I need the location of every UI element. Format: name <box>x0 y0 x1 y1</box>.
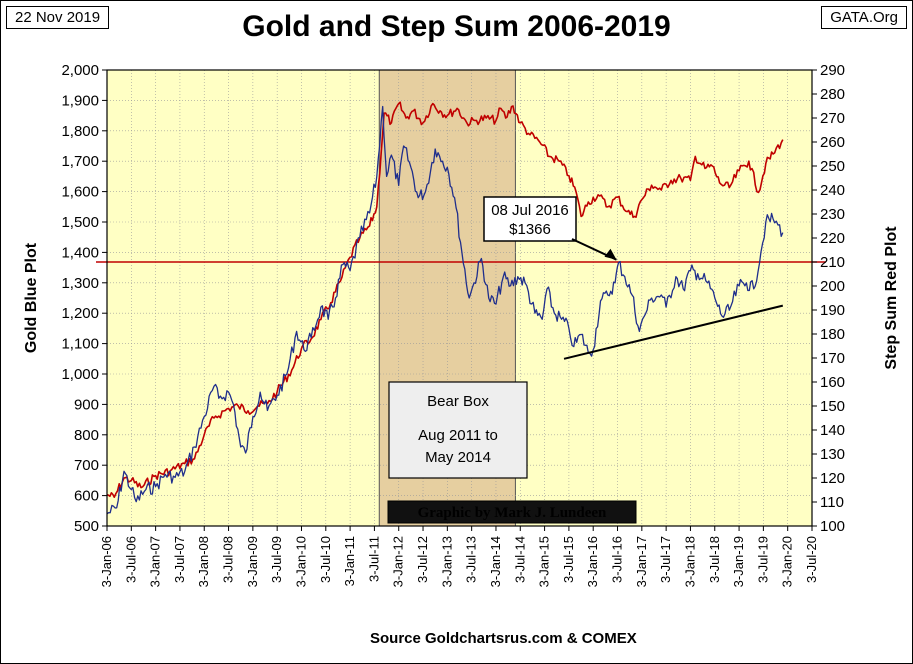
series-group <box>96 101 826 515</box>
y-tick-label-left: 1,600 <box>61 184 99 201</box>
y-tick-label-left: 800 <box>74 427 99 444</box>
x-tick-label: 3-Jan-06 <box>99 536 114 587</box>
x-tick-label: 3-Jan-10 <box>293 536 308 587</box>
credit-text: Graphic by Mark J. Lundeen <box>418 505 607 521</box>
y-tick-label-right: 130 <box>820 446 845 463</box>
y-tick-label-left: 900 <box>74 396 99 413</box>
x-tick-label: 3-Jul-10 <box>318 536 333 583</box>
x-tick-label: 3-Jan-08 <box>196 536 211 587</box>
x-tick-label: 3-Jul-18 <box>707 536 722 583</box>
x-tick-label: 3-Jul-19 <box>755 536 770 583</box>
y-tick-label-right: 100 <box>820 518 845 535</box>
y-tick-label-left: 2,000 <box>61 62 99 79</box>
bear-box-range-start: Aug 2011 to <box>418 427 498 444</box>
y-tick-label-right: 120 <box>820 470 845 487</box>
y-tick-label-left: 500 <box>74 518 99 535</box>
y-tick-label-right: 110 <box>820 494 844 511</box>
x-tick-label: 3-Jan-15 <box>537 536 552 587</box>
x-tick-label: 3-Jul-06 <box>123 536 138 583</box>
y-tick-label-right: 230 <box>820 206 845 223</box>
callout-date: 08 Jul 2016 <box>491 202 569 219</box>
callout-price: $1366 <box>509 221 551 238</box>
y-axis-title-left: Gold Blue Plot <box>23 242 40 353</box>
x-tick-label: 3-Jul-07 <box>172 536 187 583</box>
y-tick-label-left: 1,700 <box>61 153 99 170</box>
y-tick-label-right: 180 <box>820 326 845 343</box>
x-tick-label: 3-Jan-18 <box>682 536 697 587</box>
y-tick-label-left: 1,200 <box>61 305 99 322</box>
x-tick-label: 3-Jul-09 <box>269 536 284 583</box>
y-tick-label-right: 140 <box>820 422 845 439</box>
y-tick-label-left: 1,000 <box>61 366 99 383</box>
site-label: GATA.Org <box>821 6 907 29</box>
x-tick-label: 3-Jan-20 <box>780 536 795 587</box>
x-tick-label: 3-Jul-12 <box>415 536 430 583</box>
y-tick-label-right: 250 <box>820 158 845 175</box>
date-label: 22 Nov 2019 <box>6 6 110 29</box>
x-tick-label: 3-Jan-07 <box>148 536 163 587</box>
x-tick-label: 3-Jul-14 <box>512 536 527 583</box>
y-tick-label-right: 220 <box>820 230 845 247</box>
x-tick-label: 3-Jul-08 <box>221 536 236 583</box>
y-tick-label-left: 1,500 <box>61 214 99 231</box>
y-tick-label-right: 260 <box>820 134 845 151</box>
x-tick-label: 3-Jan-12 <box>391 536 406 587</box>
y-tick-label-right: 210 <box>820 254 845 271</box>
y-tick-label-left: 1,800 <box>61 123 99 140</box>
y-tick-label-right: 280 <box>820 86 845 103</box>
plot-border <box>106 69 813 527</box>
callout-box <box>483 196 577 242</box>
chart-title: Gold and Step Sum 2006-2019 <box>242 10 671 43</box>
y-tick-label-left: 1,100 <box>61 336 99 353</box>
y-tick-label-left: 1,400 <box>61 244 99 261</box>
y-tick-label-right: 150 <box>820 398 845 415</box>
callout-arrow-head <box>604 248 617 260</box>
axes: 500 600 700 800 900 1,000 1,100 1,200 1,300 1,400… <box>23 62 900 587</box>
x-tick-label: 3-Jan-13 <box>439 536 454 587</box>
trend-line <box>563 304 784 360</box>
x-tick-label: 3-Jan-09 <box>245 536 260 587</box>
x-tick-label: 3-Jul-13 <box>464 536 479 583</box>
y-tick-label-left: 1,300 <box>61 275 99 292</box>
y-axis-title-right: Step Sum Red Plot <box>883 226 900 370</box>
y-tick-label-right: 190 <box>820 302 845 319</box>
y-tick-label-left: 600 <box>74 488 99 505</box>
bear-box-range-end: May 2014 <box>425 449 491 466</box>
annotations: 08 Jul 2016 $1366 Bear Box Aug 2011 to May 2… <box>387 196 637 524</box>
y-tick-label-left: 700 <box>74 457 99 474</box>
credit-banner <box>387 500 637 524</box>
x-tick-label: 3-Jan-16 <box>585 536 600 587</box>
y-tick-label-right: 200 <box>820 278 845 295</box>
source-label: Source Goldchartsrus.com & COMEX <box>370 630 637 647</box>
x-tick-label: 3-Jul-17 <box>658 536 673 583</box>
bear-box-title: Bear Box <box>427 393 489 410</box>
step-sum-line <box>106 101 784 499</box>
y-tick-label-right: 170 <box>820 350 845 367</box>
y-tick-label-left: 1,900 <box>61 92 99 109</box>
x-tick-label: 3-Jul-15 <box>561 536 576 583</box>
bear-box-panel <box>388 381 528 479</box>
y-tick-label-right: 160 <box>820 374 845 391</box>
x-tick-label: 3-Jan-17 <box>634 536 649 587</box>
x-tick-label: 3-Jul-11 <box>366 536 381 582</box>
y-tick-label-right: 290 <box>820 62 845 79</box>
y-tick-label-right: 270 <box>820 110 845 127</box>
x-tick-label: 3-Jan-19 <box>731 536 746 587</box>
x-tick-label: 3-Jan-11 <box>342 536 357 586</box>
gold-price-line <box>106 105 784 515</box>
x-tick-label: 3-Jul-20 <box>804 536 819 583</box>
x-tick-label: 3-Jan-14 <box>488 536 503 587</box>
y-tick-label-right: 240 <box>820 182 845 199</box>
x-tick-label: 3-Jul-16 <box>610 536 625 583</box>
